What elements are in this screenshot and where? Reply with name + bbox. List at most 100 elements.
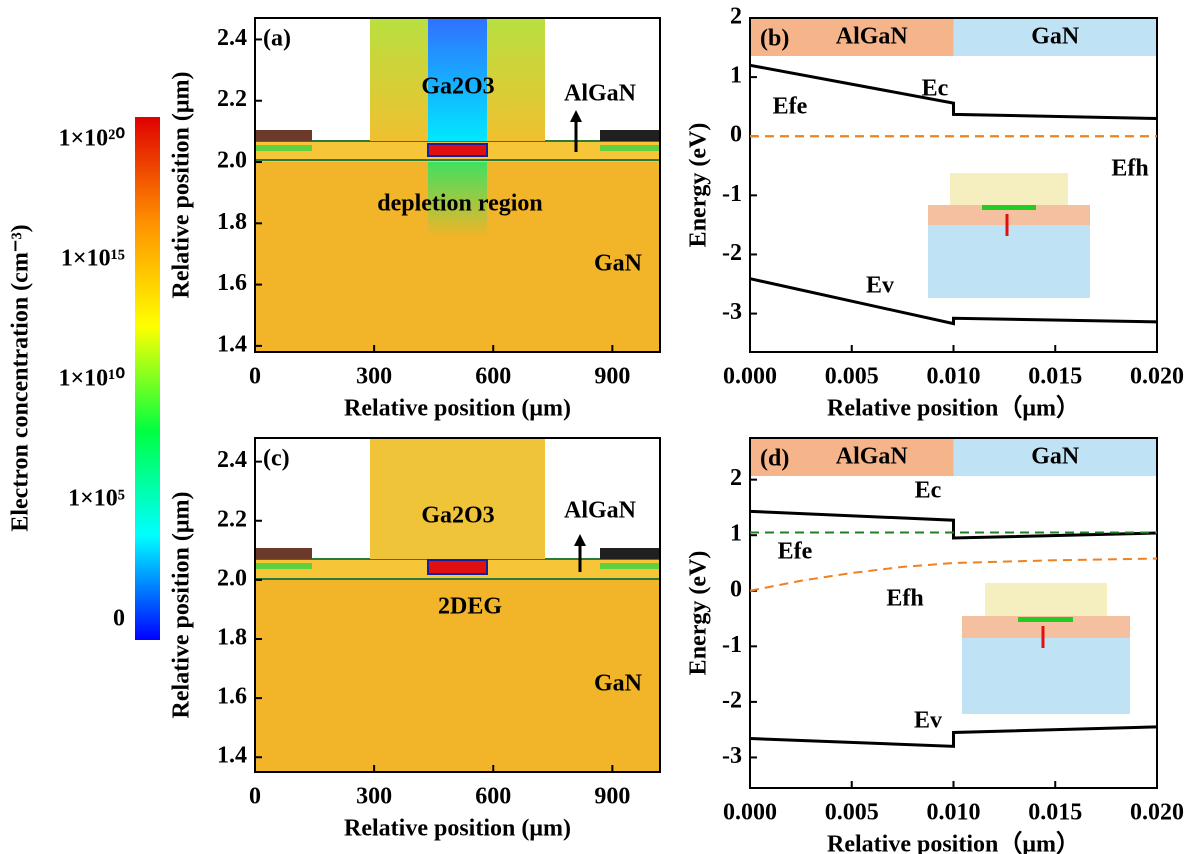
x-axis-title: Relative position (μm) xyxy=(344,396,571,422)
y-tick-label: 0 xyxy=(730,576,742,602)
annotation: 2DEG xyxy=(438,594,502,620)
y-tick-label: -1 xyxy=(722,632,742,658)
region-label: AlGaN xyxy=(836,444,909,470)
x-axis-title: Relative position（μm） xyxy=(827,831,1080,854)
inset-b xyxy=(928,173,1090,298)
series-line xyxy=(749,725,1158,748)
colorbar-title: Electron concentration (cm⁻³) xyxy=(8,224,34,531)
y-tick-label: 2.0 xyxy=(217,148,247,174)
x-tick-label: 300 xyxy=(356,364,392,390)
inset-d xyxy=(962,583,1130,714)
y-tick-label: 2.2 xyxy=(217,506,247,532)
y-tick-label: 1.6 xyxy=(217,684,247,710)
plot-frame xyxy=(254,17,661,353)
x-tick-label: 300 xyxy=(356,784,392,810)
annotation: AlGaN xyxy=(564,498,637,524)
y-tick-label: 1.6 xyxy=(217,270,247,296)
y-axis-title: Energy (eV) xyxy=(686,123,712,248)
y-tick-label: -2 xyxy=(722,240,742,266)
x-tick-label: 0 xyxy=(249,364,261,390)
y-axis-title: Energy (eV) xyxy=(686,551,712,676)
x-axis-title: Relative position (μm) xyxy=(344,816,571,842)
colorbar-tick-label: 1×10⁵ xyxy=(68,486,125,512)
y-tick-label: 2.4 xyxy=(217,25,247,51)
annotation: GaN xyxy=(594,671,643,697)
y-tick-label: -3 xyxy=(722,299,742,325)
region-band xyxy=(750,438,954,476)
region-band xyxy=(953,438,1157,476)
y-tick-label: 2 xyxy=(730,4,742,30)
y-tick-label: 2.0 xyxy=(217,565,247,591)
series-line xyxy=(749,277,1158,326)
annotation: Ga2O3 xyxy=(421,74,494,100)
x-tick-label: 0.000 xyxy=(723,364,777,390)
y-tick-label: 1.8 xyxy=(217,209,247,235)
y-tick-label: -2 xyxy=(722,687,742,713)
panel-label: (a) xyxy=(263,26,291,52)
chart-layer: 0 1×10⁵ 1×10¹⁰ 1×10¹⁵ 1×10²⁰ Electron concent… xyxy=(8,4,1185,854)
colorbar-tick-label: 1×10¹⁰ xyxy=(59,366,126,392)
y-tick-label: -3 xyxy=(722,743,742,769)
region-label: GaN xyxy=(1031,24,1080,50)
y-tick-label: 2.4 xyxy=(217,447,247,473)
plot-frame xyxy=(749,17,1158,353)
y-tick-label: 1.4 xyxy=(217,331,247,357)
series-label: Ev xyxy=(914,708,942,734)
x-tick-label: 900 xyxy=(594,784,630,810)
series-line xyxy=(749,557,1158,592)
y-tick-label: 1 xyxy=(730,521,742,547)
x-tick-label: 0 xyxy=(249,784,261,810)
x-tick-label: 600 xyxy=(475,784,511,810)
panel-label: (c) xyxy=(263,446,290,472)
series-label: Ev xyxy=(866,273,894,299)
y-axis-title: Relative position (μm) xyxy=(169,72,195,299)
y-tick-label: 0 xyxy=(730,122,742,148)
x-tick-label: 0.005 xyxy=(825,800,879,826)
region-band xyxy=(750,18,954,56)
contour-map-c xyxy=(255,438,660,772)
x-tick-label: 600 xyxy=(475,364,511,390)
x-tick-label: 0.005 xyxy=(825,364,879,390)
region-label: AlGaN xyxy=(836,24,909,50)
y-tick-label: 2 xyxy=(730,465,742,491)
y-axis-title: Relative position (μm) xyxy=(169,492,195,719)
contour-map-a xyxy=(255,18,660,352)
y-tick-label: 2.2 xyxy=(217,86,247,112)
x-axis-title: Relative position（μm） xyxy=(827,395,1080,422)
colorbar-tick-label: 1×10²⁰ xyxy=(59,126,126,152)
x-tick-label: 900 xyxy=(594,364,630,390)
series-label: Ec xyxy=(915,478,942,504)
plot-frame xyxy=(749,437,1158,789)
y-tick-label: 1.8 xyxy=(217,624,247,650)
x-tick-label: 0.020 xyxy=(1130,364,1184,390)
annotation: AlGaN xyxy=(564,81,637,107)
panel-label: (b) xyxy=(760,26,789,52)
series-label: Efh xyxy=(886,586,923,612)
x-tick-label: 0.020 xyxy=(1130,800,1184,826)
annotation: Ga2O3 xyxy=(421,503,494,529)
series-label: Efe xyxy=(773,94,808,120)
panel-label: (d) xyxy=(760,446,789,472)
colorbar-tick-label: 0 xyxy=(113,606,125,632)
region-band xyxy=(953,18,1157,56)
plot-frame xyxy=(254,437,661,773)
y-tick-label: -1 xyxy=(722,181,742,207)
colorbar-tick-label: 1×10¹⁵ xyxy=(61,246,125,272)
series-label: Efe xyxy=(778,539,813,565)
colorbar xyxy=(135,117,160,640)
annotation: depletion region xyxy=(377,191,543,217)
x-tick-label: 0.010 xyxy=(927,364,981,390)
y-tick-label: 1 xyxy=(730,63,742,89)
region-label: GaN xyxy=(1031,444,1080,470)
series-label: Ec xyxy=(922,76,949,102)
x-tick-label: 0.000 xyxy=(723,800,777,826)
y-tick-label: 1.4 xyxy=(217,743,247,769)
series-line xyxy=(749,63,1158,120)
x-tick-label: 0.015 xyxy=(1028,364,1082,390)
x-tick-label: 0.010 xyxy=(927,800,981,826)
x-tick-label: 0.015 xyxy=(1028,800,1082,826)
series-line xyxy=(749,509,1158,540)
annotation: GaN xyxy=(594,251,643,277)
series-label: Efh xyxy=(1111,156,1148,182)
